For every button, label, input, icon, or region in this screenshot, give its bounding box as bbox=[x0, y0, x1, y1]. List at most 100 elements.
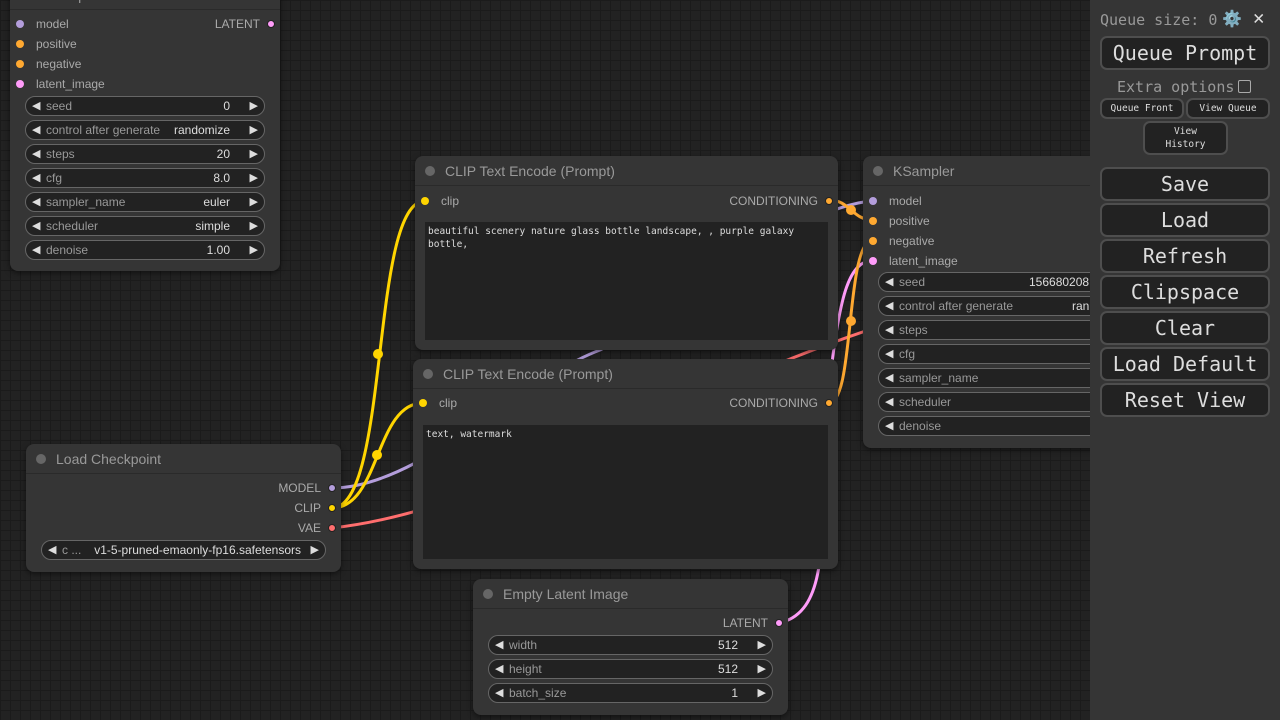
node-title[interactable]: Empty Latent Image bbox=[473, 579, 788, 609]
slot-dot-icon[interactable] bbox=[328, 504, 336, 512]
widget-3[interactable]: ◀ cfg 8.0 ▶ bbox=[25, 168, 265, 188]
wire-midpoint[interactable] bbox=[373, 349, 383, 359]
clipspace-button[interactable]: Clipspace bbox=[1100, 275, 1270, 309]
load-button[interactable]: Load bbox=[1100, 203, 1270, 237]
node-title[interactable]: KSampler bbox=[10, 0, 280, 10]
collapse-dot-icon[interactable] bbox=[425, 166, 435, 176]
increment-arrow-icon[interactable]: ▶ bbox=[249, 124, 258, 136]
slot-dot-icon[interactable] bbox=[328, 524, 336, 532]
output-slot[interactable]: MODEL bbox=[278, 478, 339, 498]
output-slot[interactable]: LATENT bbox=[723, 613, 786, 633]
collapse-dot-icon[interactable] bbox=[483, 589, 493, 599]
collapse-dot-icon[interactable] bbox=[873, 166, 883, 176]
widget-0[interactable]: ◀ seed 0 ▶ bbox=[25, 96, 265, 116]
slot-dot-icon[interactable] bbox=[775, 619, 783, 627]
widget-widget[interactable]: ◀ c ... v1-5-pruned-emaonly-fp16.safetenso… bbox=[41, 540, 326, 560]
increment-arrow-icon[interactable]: ▶ bbox=[757, 639, 766, 651]
node-empty-latent-image[interactable]: Empty Latent Image LATENT ◀ width 512 ▶ ◀ heigh… bbox=[473, 579, 788, 715]
widget-1[interactable]: ◀ height 512 ▶ bbox=[488, 659, 773, 679]
reset-view-button[interactable]: Reset View bbox=[1100, 383, 1270, 417]
decrement-arrow-icon[interactable]: ◀ bbox=[32, 172, 41, 184]
collapse-dot-icon[interactable] bbox=[423, 369, 433, 379]
decrement-arrow-icon[interactable]: ◀ bbox=[32, 220, 41, 232]
decrement-arrow-icon[interactable]: ◀ bbox=[32, 244, 41, 256]
settings-icon[interactable]: ⚙️ bbox=[1222, 9, 1242, 28]
slot-dot-icon[interactable] bbox=[16, 20, 24, 28]
close-icon[interactable]: ✕ bbox=[1253, 7, 1265, 29]
output-slot[interactable]: CONDITIONING bbox=[729, 393, 836, 413]
increment-arrow-icon[interactable]: ▶ bbox=[757, 663, 766, 675]
decrement-arrow-icon[interactable]: ◀ bbox=[48, 544, 57, 556]
output-slot[interactable]: LATENT bbox=[215, 14, 278, 34]
widget-2[interactable]: ◀ steps 20 ▶ bbox=[25, 144, 265, 164]
decrement-arrow-icon[interactable]: ◀ bbox=[495, 639, 504, 651]
increment-arrow-icon[interactable]: ▶ bbox=[249, 100, 258, 112]
view-queue-button[interactable]: View Queue bbox=[1186, 98, 1270, 119]
increment-arrow-icon[interactable]: ▶ bbox=[249, 172, 258, 184]
slot-dot-icon[interactable] bbox=[16, 80, 24, 88]
widget-4[interactable]: ◀ sampler_name euler ▶ bbox=[25, 192, 265, 212]
widget-5[interactable]: ◀ scheduler simple ▶ bbox=[25, 216, 265, 236]
increment-arrow-icon[interactable]: ▶ bbox=[249, 220, 258, 232]
decrement-arrow-icon[interactable]: ◀ bbox=[885, 324, 894, 336]
node-graph-canvas[interactable]: KSampler model positive negative latent_imag… bbox=[0, 0, 1090, 720]
node-load-checkpoint[interactable]: Load Checkpoint MODEL CLIP VAE ◀ c ... v1-5-pr… bbox=[26, 444, 341, 572]
decrement-arrow-icon[interactable]: ◀ bbox=[885, 300, 894, 312]
node-title[interactable]: KSampler bbox=[863, 156, 1090, 186]
slot-dot-icon[interactable] bbox=[869, 257, 877, 265]
slot-dot-icon[interactable] bbox=[16, 40, 24, 48]
node-clip-text-encode-negative[interactable]: CLIP Text Encode (Prompt) clip CONDITIONIN… bbox=[413, 359, 838, 569]
slot-dot-icon[interactable] bbox=[328, 484, 336, 492]
input-slot[interactable]: clip bbox=[419, 393, 457, 413]
decrement-arrow-icon[interactable]: ◀ bbox=[32, 100, 41, 112]
output-slot[interactable]: VAE bbox=[298, 518, 339, 538]
slot-dot-icon[interactable] bbox=[421, 197, 429, 205]
widget-3[interactable]: ◀cfg▶ bbox=[878, 344, 1090, 364]
widget-6[interactable]: ◀ denoise 1.00 ▶ bbox=[25, 240, 265, 260]
node-title[interactable]: CLIP Text Encode (Prompt) bbox=[413, 359, 838, 389]
slot-dot-icon[interactable] bbox=[419, 399, 427, 407]
decrement-arrow-icon[interactable]: ◀ bbox=[32, 196, 41, 208]
input-slot[interactable]: latent_image bbox=[16, 74, 105, 94]
widget-5[interactable]: ◀scheduler▶ bbox=[878, 392, 1090, 412]
widget-0[interactable]: ◀ width 512 ▶ bbox=[488, 635, 773, 655]
input-slot[interactable]: latent_image bbox=[869, 251, 958, 271]
node-ksampler[interactable]: KSampler model positive negative latent_imag… bbox=[10, 0, 280, 271]
increment-arrow-icon[interactable]: ▶ bbox=[249, 244, 258, 256]
slot-dot-icon[interactable] bbox=[825, 399, 833, 407]
input-slot[interactable]: clip bbox=[421, 191, 459, 211]
collapse-dot-icon[interactable] bbox=[36, 454, 46, 464]
node-ksampler-main[interactable]: KSampler model positive negative latent_imag… bbox=[863, 156, 1090, 448]
output-slot[interactable]: CONDITIONING bbox=[729, 191, 836, 211]
increment-arrow-icon[interactable]: ▶ bbox=[310, 544, 319, 556]
wire-midpoint[interactable] bbox=[372, 450, 382, 460]
widget-1[interactable]: ◀ control after generate randomize ▶ bbox=[25, 120, 265, 140]
wire-midpoint[interactable] bbox=[846, 316, 856, 326]
load-default-button[interactable]: Load Default bbox=[1100, 347, 1270, 381]
slot-dot-icon[interactable] bbox=[16, 60, 24, 68]
decrement-arrow-icon[interactable]: ◀ bbox=[495, 687, 504, 699]
prompt-textarea[interactable]: text, watermark bbox=[423, 425, 828, 559]
clear-button[interactable]: Clear bbox=[1100, 311, 1270, 345]
increment-arrow-icon[interactable]: ▶ bbox=[249, 196, 258, 208]
decrement-arrow-icon[interactable]: ◀ bbox=[32, 124, 41, 136]
slot-dot-icon[interactable] bbox=[267, 20, 275, 28]
refresh-button[interactable]: Refresh bbox=[1100, 239, 1270, 273]
slot-dot-icon[interactable] bbox=[869, 197, 877, 205]
decrement-arrow-icon[interactable]: ◀ bbox=[885, 396, 894, 408]
widget-2[interactable]: ◀steps▶ bbox=[878, 320, 1090, 340]
slot-dot-icon[interactable] bbox=[825, 197, 833, 205]
input-slot[interactable]: negative bbox=[869, 231, 934, 251]
widget-4[interactable]: ◀sampler_name▶ bbox=[878, 368, 1090, 388]
decrement-arrow-icon[interactable]: ◀ bbox=[495, 663, 504, 675]
slot-dot-icon[interactable] bbox=[869, 217, 877, 225]
decrement-arrow-icon[interactable]: ◀ bbox=[885, 276, 894, 288]
decrement-arrow-icon[interactable]: ◀ bbox=[32, 148, 41, 160]
view-history-button[interactable]: View History bbox=[1143, 121, 1228, 155]
node-clip-text-encode-positive[interactable]: CLIP Text Encode (Prompt) clip CONDITIONIN… bbox=[415, 156, 838, 350]
save-button[interactable]: Save bbox=[1100, 167, 1270, 201]
output-slot[interactable]: CLIP bbox=[294, 498, 339, 518]
decrement-arrow-icon[interactable]: ◀ bbox=[885, 420, 894, 432]
